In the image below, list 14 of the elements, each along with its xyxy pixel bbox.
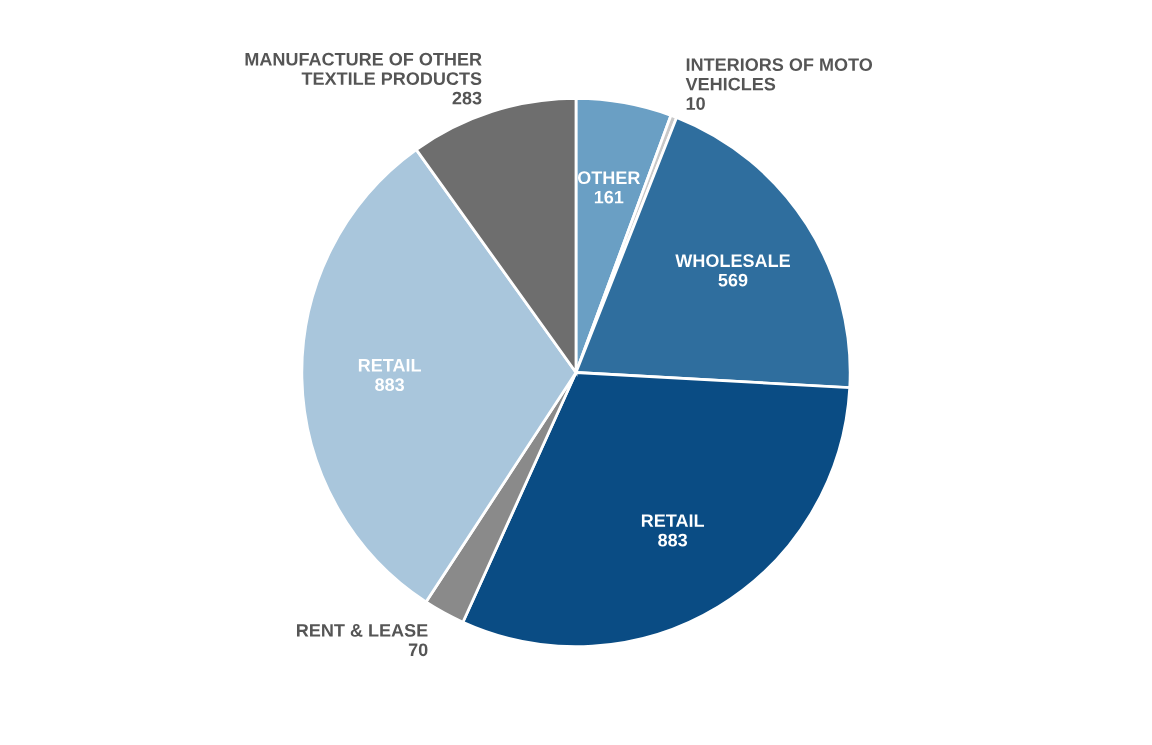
slice-label: OTHER xyxy=(577,171,641,185)
slice-label: RETAIL xyxy=(358,359,421,372)
slice-label: RETAIL xyxy=(641,514,705,527)
slice-label: WHOLESALE xyxy=(675,254,790,268)
data-label: 283 xyxy=(452,91,482,105)
slice-label: RENT & LEASE xyxy=(296,623,428,637)
data-label: 883 xyxy=(658,533,688,547)
data-label: 569 xyxy=(718,273,748,287)
data-label: 161 xyxy=(594,190,624,204)
slice-label: MANUFACTURE OF OTHER TEXTILE PRODUCTS xyxy=(245,52,482,86)
data-label: 10 xyxy=(686,97,705,110)
data-label: 70 xyxy=(408,643,428,657)
slice-label: INTERIORS OF MOTO VEHICLES xyxy=(685,58,873,91)
data-label: 883 xyxy=(375,378,405,392)
